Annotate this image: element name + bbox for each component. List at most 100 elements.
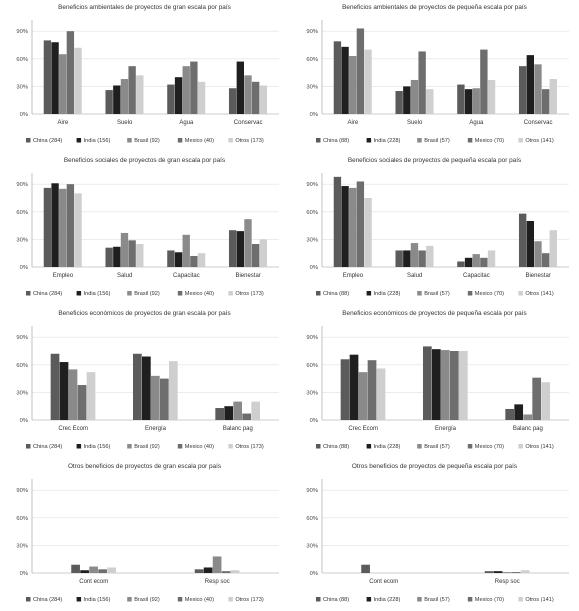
- x-tick-label: Aire: [348, 120, 359, 126]
- legend-swatch: [76, 138, 82, 143]
- legend-swatch: [366, 444, 372, 449]
- bar: [426, 245, 434, 267]
- y-tick-label: 60%: [306, 210, 318, 216]
- legend-label: India (228): [374, 597, 401, 603]
- bar: [50, 353, 60, 420]
- y-tick-label: 30%: [16, 543, 28, 549]
- legend-label: India (228): [374, 444, 401, 450]
- y-tick-label: 60%: [306, 363, 318, 369]
- legend-label: Brasil (92): [134, 444, 160, 450]
- legend-swatch: [177, 444, 183, 449]
- x-tick-label: Salud: [117, 273, 132, 279]
- chart-svg: Otros beneficios de proyectos de pequeña…: [306, 463, 569, 603]
- bar: [549, 79, 557, 114]
- y-tick-label: 0%: [20, 571, 28, 577]
- bar: [364, 49, 372, 114]
- bar: [142, 356, 151, 420]
- chart-panel-ambiental-gran: Beneficios ambientales de proyectos de g…: [0, 0, 289, 152]
- bar: [441, 350, 450, 420]
- bar: [376, 368, 386, 420]
- bar: [244, 75, 252, 114]
- bar: [511, 572, 521, 573]
- legend-swatch: [127, 138, 132, 143]
- legend-swatch: [417, 444, 422, 449]
- bar: [532, 377, 542, 420]
- y-tick-label: 90%: [306, 29, 318, 35]
- bar: [484, 571, 494, 573]
- bar: [432, 349, 441, 420]
- legend-swatch: [518, 291, 523, 296]
- legend-swatch: [76, 444, 82, 449]
- bar: [190, 255, 198, 267]
- x-tick-label: Cont ecom: [79, 579, 108, 585]
- legend-swatch: [127, 597, 132, 602]
- x-tick-label: Balanc pag: [223, 426, 253, 432]
- legend-label: Mexico (40): [185, 291, 214, 297]
- bar: [59, 188, 67, 267]
- bar: [356, 181, 365, 267]
- bar: [233, 401, 243, 420]
- x-tick-label: Bienestar: [235, 273, 260, 279]
- y-tick-label: 30%: [306, 84, 318, 90]
- legend-swatch: [316, 597, 321, 602]
- bar: [534, 64, 542, 114]
- bar: [228, 230, 237, 267]
- bar: [526, 221, 534, 267]
- bar: [167, 250, 175, 267]
- bar: [259, 85, 267, 114]
- bar: [194, 569, 204, 573]
- bar: [518, 213, 527, 267]
- legend-label: Otros (173): [235, 291, 263, 297]
- bar: [59, 362, 69, 420]
- legend-label: Brasil (92): [134, 291, 160, 297]
- bar: [418, 250, 426, 267]
- bar: [167, 84, 175, 114]
- legend-swatch: [518, 444, 523, 449]
- bar: [128, 66, 136, 114]
- chart-panel-social-gran: Beneficios sociales de proyectos de gran…: [0, 153, 289, 305]
- x-tick-label: Empleo: [343, 273, 364, 279]
- bar: [464, 89, 473, 114]
- bar: [51, 42, 59, 114]
- legend-swatch: [316, 444, 321, 449]
- bar: [74, 47, 82, 115]
- chart-panel-economico-pequena: Beneficios económicos de proyectos de pe…: [290, 306, 579, 458]
- legend-swatch: [26, 138, 31, 143]
- y-tick-label: 60%: [16, 516, 28, 522]
- bar: [236, 61, 244, 114]
- bar: [541, 89, 550, 114]
- chart-title: Beneficios económicos de proyectos de pe…: [342, 310, 526, 317]
- legend-label: Brasil (92): [134, 138, 160, 144]
- x-tick-label: Cont ecom: [369, 579, 398, 585]
- legend-label: Otros (141): [525, 291, 553, 297]
- bar: [182, 234, 190, 267]
- bar: [86, 372, 96, 420]
- bar: [514, 404, 524, 420]
- chart-panel-ambiental-pequena: Beneficios ambientales de proyectos de p…: [290, 0, 579, 152]
- bar: [215, 408, 225, 420]
- legend-label: Brasil (57): [424, 444, 450, 450]
- y-tick-label: 0%: [310, 418, 318, 424]
- legend-label: China (88): [323, 444, 349, 450]
- bar: [136, 75, 144, 114]
- legend-swatch: [177, 291, 183, 296]
- chart-svg: Beneficios económicos de proyectos de pe…: [306, 310, 569, 450]
- bar: [472, 254, 480, 267]
- bar: [520, 570, 530, 573]
- bar: [333, 41, 342, 114]
- legend-swatch: [26, 444, 31, 449]
- bar: [113, 85, 121, 114]
- y-tick-label: 0%: [310, 571, 318, 577]
- bar: [133, 353, 142, 420]
- x-tick-label: Conservac: [234, 120, 263, 126]
- chart-svg: Beneficios ambientales de proyectos de p…: [306, 4, 569, 144]
- x-tick-label: Agua: [179, 120, 194, 126]
- bar: [487, 250, 496, 267]
- bar: [480, 257, 488, 267]
- bar: [197, 81, 206, 114]
- bar: [361, 564, 370, 573]
- y-tick-label: 0%: [310, 265, 318, 271]
- legend-swatch: [467, 138, 473, 143]
- y-tick-label: 30%: [306, 390, 318, 396]
